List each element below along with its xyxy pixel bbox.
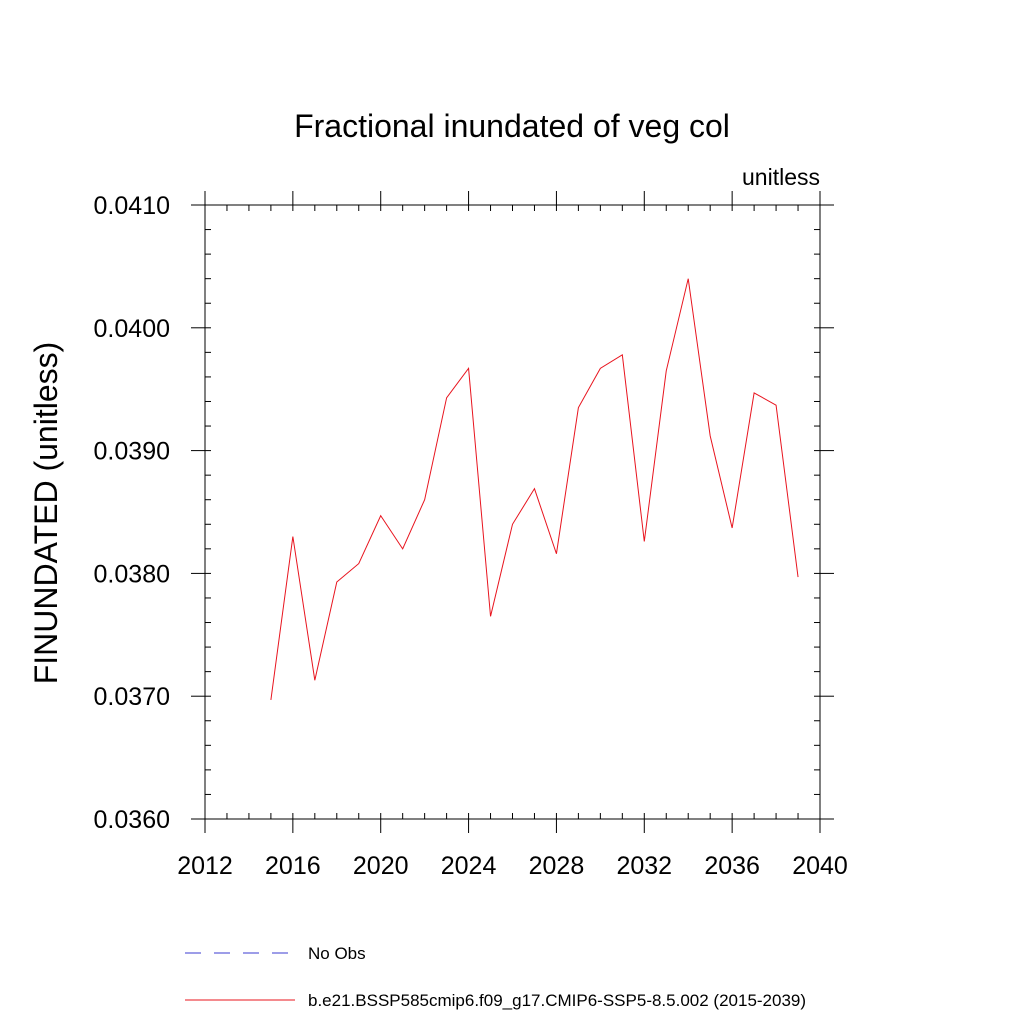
y-axis-label: FINUNDATED (unitless)	[28, 342, 64, 685]
legend-label: No Obs	[308, 944, 366, 963]
x-tick-label: 2032	[616, 852, 672, 880]
series-lines	[270, 278, 799, 700]
legend: No Obs b.e21.BSSP585cmip6.f09_g17.CMIP6-S…	[185, 944, 806, 1010]
y-tick-label: 0.0360	[94, 806, 170, 834]
x-tick-label: 2028	[529, 852, 585, 880]
x-tick-label: 2020	[353, 852, 409, 880]
x-tick-label: 2016	[265, 852, 321, 880]
series-line	[270, 278, 799, 700]
x-tick-label: 2012	[177, 852, 233, 880]
tick-labels: 2012 2016 2020 2024 2028 2032 2036 2040 0.0360 0.…	[94, 192, 848, 880]
axis-ticks	[191, 191, 834, 833]
y-tick-label: 0.0370	[94, 683, 170, 711]
y-tick-label: 0.0390	[94, 438, 170, 466]
y-tick-label: 0.0410	[94, 192, 170, 220]
x-tick-label: 2036	[704, 852, 760, 880]
y-tick-label: 0.0400	[94, 315, 170, 343]
y-tick-label: 0.0380	[94, 560, 170, 588]
legend-label: b.e21.BSSP585cmip6.f09_g17.CMIP6-SSP5-8.…	[308, 991, 806, 1010]
plot-frame	[204, 204, 821, 820]
x-tick-label: 2024	[441, 852, 497, 880]
x-tick-label: 2040	[792, 852, 848, 880]
chart-title: Fractional inundated of veg col	[294, 108, 730, 144]
units-label: unitless	[742, 164, 820, 190]
